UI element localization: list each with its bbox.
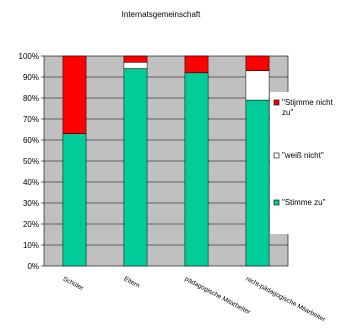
y-tick-label: 40% bbox=[23, 178, 39, 187]
x-axis-labels: Schüler Eltern pädagogische Mitarbeiternic… bbox=[62, 276, 328, 324]
legend-label: "weiß nicht" bbox=[282, 151, 324, 160]
legend-swatch bbox=[273, 152, 280, 159]
legend-swatch bbox=[273, 99, 280, 106]
bars bbox=[62, 55, 270, 267]
y-tick-label: 90% bbox=[23, 73, 39, 82]
bar-segment bbox=[123, 55, 148, 63]
y-tick-label: 100% bbox=[19, 52, 39, 61]
y-tick-label: 80% bbox=[23, 94, 39, 103]
bar-segment bbox=[245, 99, 270, 267]
x-category-label: pädagogische Mitarbeiter bbox=[184, 276, 252, 317]
y-axis-ticks: 0% 10% 20% 30% 40% 50% 60% 70% 80% 90% 100% bbox=[19, 52, 44, 271]
bar-segment bbox=[123, 62, 148, 69]
legend-swatch bbox=[273, 199, 280, 206]
y-tick-label: 50% bbox=[23, 157, 39, 166]
y-tick-label: 60% bbox=[23, 136, 39, 145]
bar-segment bbox=[245, 55, 270, 71]
y-tick-label: 30% bbox=[23, 199, 39, 208]
y-tick-label: 20% bbox=[23, 220, 39, 229]
legend-label: "Stijmme nicht zu" bbox=[282, 98, 334, 117]
x-category-label: Eltern bbox=[123, 276, 142, 290]
legend: "Stijmme nicht zu" "weiß nicht" "Stimme zu" bbox=[270, 92, 344, 234]
x-category-label: nicht-pädagogische Mitarbeiter bbox=[245, 276, 328, 324]
bar-segment bbox=[184, 55, 209, 74]
bar-segment bbox=[123, 68, 148, 267]
legend-label: "Stimme zu" bbox=[282, 198, 326, 207]
y-tick-label: 0% bbox=[27, 262, 39, 271]
bar-segment bbox=[184, 72, 209, 267]
chart-title: Internatsgemeinschaft bbox=[122, 10, 201, 19]
x-category-label: Schüler bbox=[62, 276, 85, 293]
legend-box bbox=[270, 92, 344, 234]
y-tick-label: 10% bbox=[23, 241, 39, 250]
bar-segment bbox=[62, 55, 87, 134]
bar-segment bbox=[245, 70, 270, 101]
y-tick-label: 70% bbox=[23, 115, 39, 124]
bar-segment bbox=[62, 133, 87, 267]
